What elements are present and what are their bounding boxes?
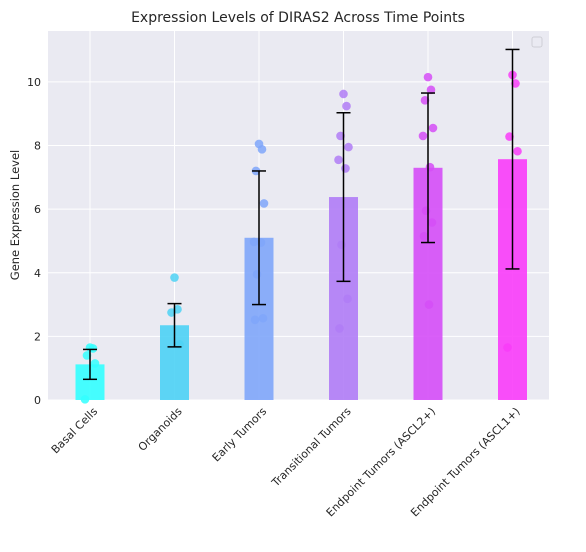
y-axis-label: Gene Expression Level xyxy=(8,150,22,280)
x-tick-label: Early Tumors xyxy=(210,405,270,465)
y-tick-label: 4 xyxy=(34,267,41,280)
data-point xyxy=(252,270,262,279)
data-point xyxy=(420,96,430,105)
data-point xyxy=(170,273,179,282)
x-tick-label: Transitional Tumors xyxy=(269,405,354,490)
y-tick-label: 6 xyxy=(34,203,41,216)
y-tick-labels: 0 2 4 6 8 10 xyxy=(27,76,41,407)
data-point xyxy=(421,206,431,216)
data-point xyxy=(337,240,346,250)
data-point xyxy=(257,145,267,154)
data-point xyxy=(341,164,350,173)
chart-title: Expression Levels of DIRAS2 Across Time … xyxy=(131,10,465,26)
error-bars xyxy=(83,48,520,381)
data-point xyxy=(428,123,438,133)
x-tick-labels: Basal Cells Organoids Early Tumors Transiti… xyxy=(49,405,523,520)
data-point xyxy=(339,89,348,99)
data-point xyxy=(423,72,433,82)
bars xyxy=(75,159,527,400)
data-point xyxy=(250,315,260,325)
data-point xyxy=(505,132,514,141)
data-point xyxy=(259,199,269,208)
data-point xyxy=(82,351,92,360)
x-tick-label: Organoids xyxy=(136,405,185,454)
y-tick-label: 10 xyxy=(27,76,41,89)
data-point xyxy=(336,131,345,141)
data-point xyxy=(344,142,353,152)
x-tick-label: Basal Cells xyxy=(49,405,101,457)
data-point xyxy=(503,343,512,352)
data-point xyxy=(418,131,428,141)
plot-area xyxy=(48,31,549,400)
data-point xyxy=(334,155,343,165)
data-point xyxy=(167,308,176,317)
data-point xyxy=(256,238,266,247)
y-tick-label: 0 xyxy=(34,394,41,407)
data-point xyxy=(335,324,344,333)
scatter-points xyxy=(80,70,522,404)
data-point xyxy=(343,294,352,304)
data-point xyxy=(342,101,351,111)
data-point xyxy=(80,395,90,404)
legend-box xyxy=(531,36,543,48)
data-point xyxy=(426,85,436,95)
data-point xyxy=(424,300,434,309)
data-point xyxy=(90,359,100,368)
data-point xyxy=(511,79,520,88)
data-point xyxy=(249,237,259,247)
data-point xyxy=(427,218,437,227)
data-point xyxy=(419,231,429,241)
data-point xyxy=(513,146,522,156)
y-tick-label: 2 xyxy=(34,330,41,343)
data-point xyxy=(425,162,435,172)
y-tick-label: 8 xyxy=(34,140,41,153)
data-point xyxy=(88,344,98,353)
data-point xyxy=(258,313,268,323)
